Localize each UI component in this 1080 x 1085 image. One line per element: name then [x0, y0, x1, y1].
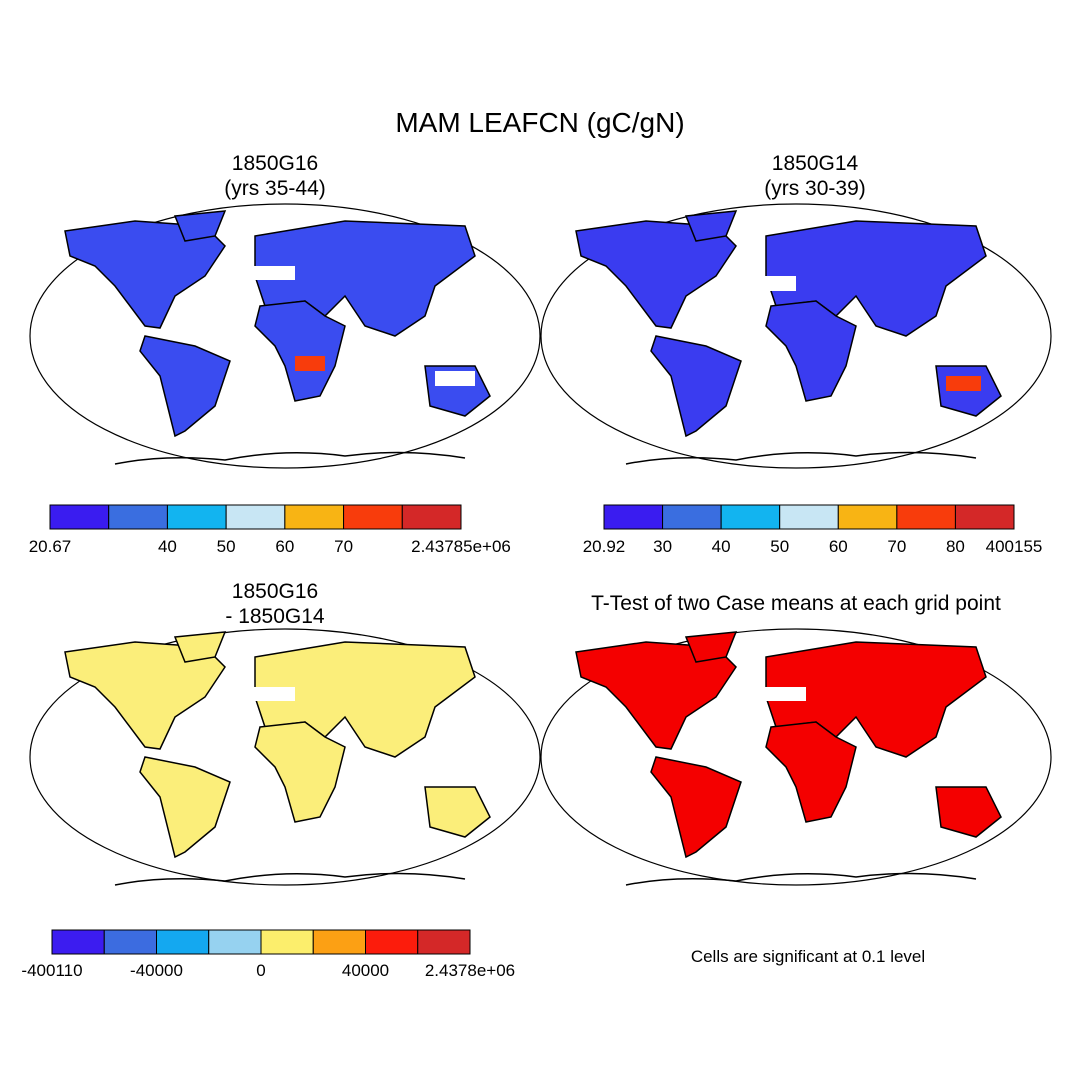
panel-title: 1850G16: [232, 152, 318, 175]
colorbar-box: [720, 504, 781, 530]
colorbar-box: [401, 504, 462, 530]
colorbar-box: [103, 929, 157, 955]
map-panel: [29, 628, 541, 886]
field-patch: [946, 376, 981, 391]
colorbar-label: 30: [653, 537, 672, 556]
colorbar-box: [954, 504, 1015, 530]
colorbar-label: 20.92: [583, 537, 626, 556]
colorbar-box: [166, 504, 227, 530]
colorbar-label: 40000: [342, 961, 389, 980]
colorbar-box: [662, 504, 722, 530]
field-patch: [435, 371, 475, 386]
colorbar-box: [225, 504, 286, 530]
colorbar-label: 60: [275, 537, 294, 556]
figure-title: MAM LEAFCN (gC/gN): [395, 107, 684, 138]
colorbar-box: [312, 929, 366, 955]
colorbar-box: [779, 504, 839, 530]
panel-title: 1850G16: [232, 580, 318, 603]
panel-title: 1850G14: [772, 152, 859, 175]
colorbar-label: 20.67: [29, 537, 72, 556]
colorbar-label: 60: [829, 537, 848, 556]
colorbar-label: 2.43785e+06: [411, 537, 511, 556]
colorbar-label: -400110: [21, 961, 82, 980]
colorbar-label: 0: [256, 961, 265, 980]
map-panel: [540, 203, 1052, 469]
colorbar-label: 70: [334, 537, 353, 556]
map-panel: [29, 203, 541, 469]
colorbar-label: -40000: [130, 961, 183, 980]
colorbar-label: 80: [946, 537, 965, 556]
panel-title: T-Test of two Case means at each grid po…: [591, 592, 1001, 615]
panel-title: (yrs 35-44): [224, 177, 326, 200]
colorbar-label: 2.4378e+06: [425, 961, 515, 980]
colorbar-label: 40: [158, 537, 177, 556]
colorbar-box: [343, 504, 403, 530]
colorbar-label: 40: [712, 537, 731, 556]
colorbar-box: [365, 929, 419, 955]
map-panel: [540, 628, 1052, 886]
colorbar-label: 50: [770, 537, 789, 556]
significance-note: Cells are significant at 0.1 level: [691, 947, 925, 966]
field-patch: [736, 276, 796, 291]
colorbar-box: [603, 504, 664, 530]
field-patch: [295, 356, 325, 371]
colorbar-box: [49, 504, 110, 530]
colorbar-box: [108, 504, 168, 530]
colorbar-label: 400155: [986, 537, 1043, 556]
colorbar-box: [156, 929, 210, 955]
field-patch: [736, 687, 806, 701]
colorbar-box: [896, 504, 956, 530]
field-patch: [225, 266, 295, 280]
colorbar-box: [837, 504, 898, 530]
panel-title: - 1850G14: [225, 605, 325, 628]
colorbar-label: 50: [217, 537, 236, 556]
colorbar-box: [284, 504, 345, 530]
colorbar-box: [260, 929, 314, 955]
colorbar-box: [417, 929, 471, 955]
colorbar-box: [208, 929, 262, 955]
panel-title: (yrs 30-39): [764, 177, 866, 200]
field-patch: [225, 687, 295, 701]
maps: [29, 203, 1052, 886]
colorbar-box: [51, 929, 105, 955]
colorbar-label: 70: [887, 537, 906, 556]
